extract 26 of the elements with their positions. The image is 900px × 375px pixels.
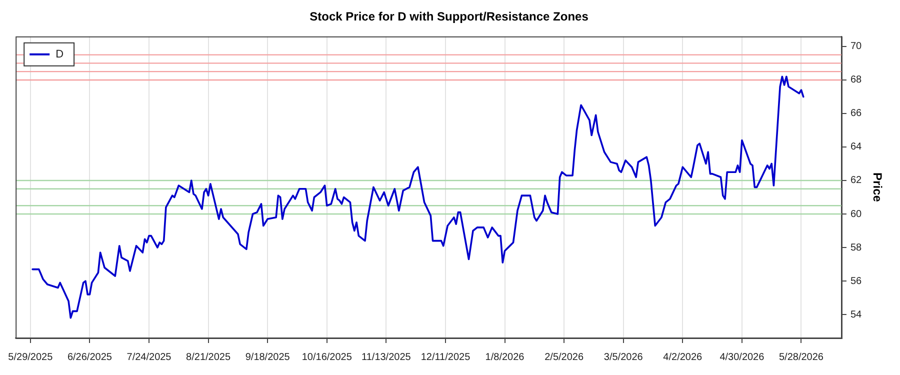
- x-tick-label: 7/24/2025: [126, 352, 172, 363]
- y-tick-label: 70: [850, 41, 862, 52]
- y-tick-label: 68: [850, 74, 862, 86]
- x-tick-label: 3/5/2026: [604, 352, 644, 363]
- x-tick-label: 4/2/2026: [663, 352, 703, 363]
- y-tick-label: 54: [850, 309, 862, 320]
- y-tick-label: 56: [850, 276, 862, 287]
- y-tick-label: 62: [850, 175, 862, 186]
- y-tick-label: 66: [850, 108, 862, 120]
- legend-label: D: [56, 48, 64, 60]
- chart-title: Stock Price for D with Support/Resistance Zones: [310, 10, 589, 24]
- y-tick-label: 60: [850, 208, 862, 220]
- y-tick-label: 58: [850, 242, 862, 254]
- x-tick-label: 5/28/2026: [778, 352, 824, 363]
- x-tick-label: 9/18/2025: [245, 352, 290, 363]
- x-tick-label: 12/11/2025: [420, 352, 471, 363]
- x-tick-label: 10/16/2025: [302, 352, 352, 363]
- x-tick-label: 4/30/2026: [720, 352, 765, 363]
- y-tick-label: 64: [850, 142, 862, 153]
- x-tick-label: 1/8/2026: [485, 352, 525, 363]
- y-axis-title: Price: [870, 172, 884, 202]
- x-tick-label: 11/13/2025: [362, 352, 412, 363]
- x-tick-label: 2/5/2026: [544, 352, 584, 363]
- x-tick-label: 6/26/2025: [67, 352, 112, 363]
- x-tick-label: 8/21/2025: [186, 352, 231, 363]
- x-tick-label: 5/29/2025: [8, 352, 54, 363]
